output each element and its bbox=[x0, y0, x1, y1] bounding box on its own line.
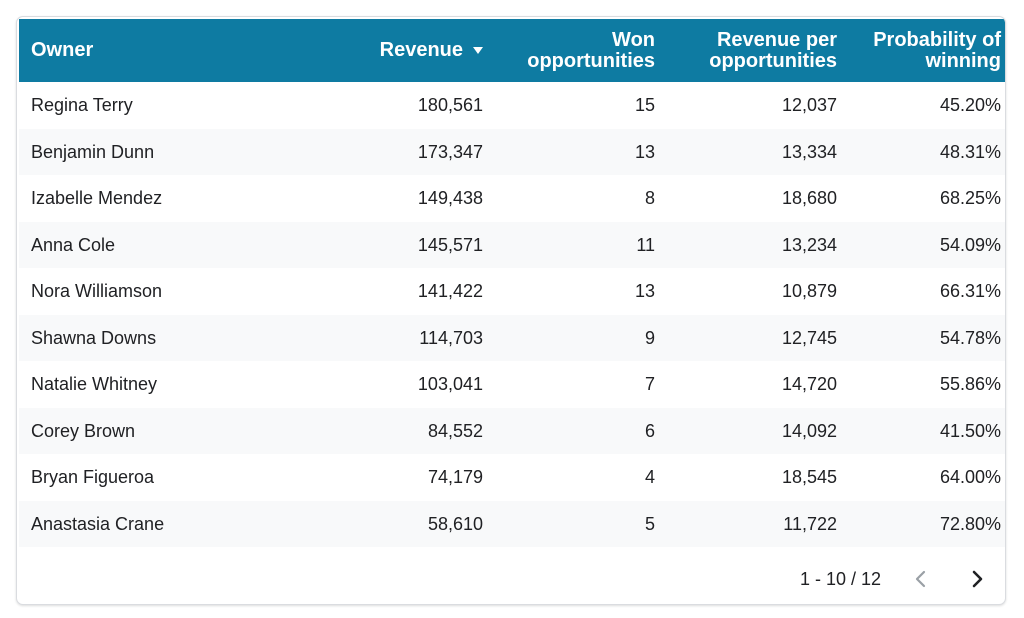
cell-revenue-per-opportunities: 12,745 bbox=[781, 327, 837, 348]
table-row[interactable]: Natalie Whitney 103,041 7 14,720 55.86% bbox=[19, 361, 1005, 408]
cell-owner: Anna Cole bbox=[31, 234, 116, 255]
cell-won-opportunities: 13 bbox=[634, 281, 655, 301]
table-row[interactable]: Bryan Figueroa 74,179 4 18,545 64.00% bbox=[19, 454, 1005, 501]
cell-probability-of-winning: 54.78% bbox=[939, 327, 1001, 348]
cell-revenue: 149,438 bbox=[417, 188, 483, 208]
table-row[interactable]: Benjamin Dunn 173,347 13 13,334 48.31% bbox=[19, 128, 1005, 175]
table-row[interactable]: Nora Williamson 141,422 13 10,879 66.31% bbox=[19, 268, 1005, 315]
cell-revenue-per-opportunities: 11,722 bbox=[783, 513, 837, 534]
cell-won-opportunities: 9 bbox=[644, 327, 655, 348]
cell-revenue: 141,422 bbox=[417, 281, 483, 301]
column-header-probability-of-winning[interactable]: Probability of winning bbox=[843, 19, 1001, 82]
cell-revenue: 173,347 bbox=[417, 141, 483, 162]
header-label-line: opportunities bbox=[527, 49, 655, 72]
chevron-right-icon bbox=[972, 570, 983, 588]
cell-probability-of-winning: 55.86% bbox=[939, 374, 1001, 394]
cell-revenue-per-opportunities: 13,334 bbox=[781, 141, 837, 162]
cell-revenue: 145,571 bbox=[417, 234, 483, 255]
cell-owner: Regina Terry bbox=[31, 95, 133, 115]
cell-won-opportunities: 11 bbox=[636, 234, 655, 255]
cell-owner: Nora Williamson bbox=[31, 281, 163, 301]
cell-owner: Shawna Downs bbox=[31, 327, 157, 348]
cell-revenue: 84,552 bbox=[427, 420, 483, 441]
cell-revenue-per-opportunities: 10,879 bbox=[781, 281, 837, 301]
column-header-probability-of-winning-label: Probability of winning bbox=[873, 28, 1001, 72]
data-table-card: Owner Revenue Won opportunities Revenue … bbox=[16, 16, 1006, 605]
table-row[interactable]: Izabelle Mendez 149,438 8 18,680 68.25% bbox=[19, 175, 1005, 222]
column-header-revenue-per-opportunities-label: Revenue per opportunities bbox=[709, 28, 837, 72]
cell-revenue: 114,703 bbox=[419, 327, 483, 348]
cell-revenue-per-opportunities: 14,092 bbox=[781, 420, 837, 441]
cell-won-opportunities: 8 bbox=[644, 188, 655, 208]
header-label-line: Revenue per bbox=[716, 28, 837, 51]
cell-owner: Corey Brown bbox=[31, 420, 136, 441]
table-header: Owner Revenue Won opportunities Revenue … bbox=[19, 19, 1005, 82]
cell-probability-of-winning: 54.09% bbox=[939, 234, 1001, 255]
cell-probability-of-winning: 45.20% bbox=[939, 95, 1001, 115]
cell-won-opportunities: 13 bbox=[634, 141, 655, 162]
cell-probability-of-winning: 66.31% bbox=[939, 281, 1001, 301]
pagination-range-label: 1 - 10 / 12 bbox=[799, 569, 881, 589]
table-row[interactable]: Shawna Downs 114,703 9 12,745 54.78% bbox=[19, 314, 1005, 361]
cell-won-opportunities: 4 bbox=[644, 467, 655, 487]
cell-owner: Izabelle Mendez bbox=[31, 188, 163, 208]
cell-won-opportunities: 5 bbox=[644, 513, 655, 534]
cell-owner: Bryan Figueroa bbox=[31, 467, 155, 487]
previous-page-button[interactable] bbox=[907, 565, 935, 593]
cell-owner: Natalie Whitney bbox=[31, 374, 158, 394]
header-label-line: winning bbox=[925, 49, 1001, 72]
column-header-owner-label: Owner bbox=[31, 39, 94, 61]
column-header-revenue[interactable]: Revenue bbox=[269, 19, 483, 82]
cell-revenue: 74,179 bbox=[427, 467, 483, 487]
cell-won-opportunities: 6 bbox=[644, 420, 655, 441]
column-header-won-opportunities-label: Won opportunities bbox=[527, 28, 655, 72]
cell-probability-of-winning: 72.80% bbox=[939, 513, 1001, 534]
table-row[interactable]: Regina Terry 180,561 15 12,037 45.20% bbox=[19, 82, 1005, 129]
chevron-left-icon bbox=[915, 570, 926, 588]
column-header-won-opportunities[interactable]: Won opportunities bbox=[489, 19, 655, 82]
cell-revenue: 103,041 bbox=[417, 374, 483, 394]
header-label-line: opportunities bbox=[709, 49, 837, 72]
table-body: Regina Terry 180,561 15 12,037 45.20% Benjami… bbox=[19, 82, 1005, 547]
next-page-button[interactable] bbox=[963, 565, 991, 593]
cell-revenue: 58,610 bbox=[427, 513, 483, 534]
cell-revenue-per-opportunities: 18,680 bbox=[781, 188, 837, 208]
cell-probability-of-winning: 68.25% bbox=[939, 188, 1001, 208]
cell-revenue-per-opportunities: 18,545 bbox=[781, 467, 837, 487]
table-row[interactable]: Corey Brown 84,552 6 14,092 41.50% bbox=[19, 407, 1005, 454]
table-row[interactable]: Anna Cole 145,571 11 13,234 54.09% bbox=[19, 221, 1005, 268]
pagination: 1 - 10 / 12 bbox=[605, 554, 1005, 604]
cell-owner: Benjamin Dunn bbox=[31, 141, 155, 162]
header-label-line: Won bbox=[612, 28, 655, 51]
cell-won-opportunities: 7 bbox=[644, 374, 655, 394]
column-header-revenue-label: Revenue bbox=[379, 39, 463, 61]
column-header-owner[interactable]: Owner bbox=[31, 19, 231, 82]
table-row[interactable]: Anastasia Crane 58,610 5 11,722 72.80% bbox=[19, 500, 1005, 547]
column-header-revenue-per-opportunities[interactable]: Revenue per opportunities bbox=[661, 19, 837, 82]
cell-revenue-per-opportunities: 12,037 bbox=[781, 95, 837, 115]
cell-revenue-per-opportunities: 13,234 bbox=[781, 234, 837, 255]
cell-owner: Anastasia Crane bbox=[31, 513, 165, 534]
cell-won-opportunities: 15 bbox=[634, 95, 655, 115]
cell-revenue: 180,561 bbox=[417, 95, 483, 115]
header-label-line: Probability of bbox=[873, 28, 1001, 51]
cell-revenue-per-opportunities: 14,720 bbox=[781, 374, 837, 394]
cell-probability-of-winning: 64.00% bbox=[939, 467, 1001, 487]
cell-probability-of-winning: 41.50% bbox=[939, 420, 1001, 441]
cell-probability-of-winning: 48.31% bbox=[939, 141, 1001, 162]
sort-descending-icon bbox=[473, 47, 483, 54]
